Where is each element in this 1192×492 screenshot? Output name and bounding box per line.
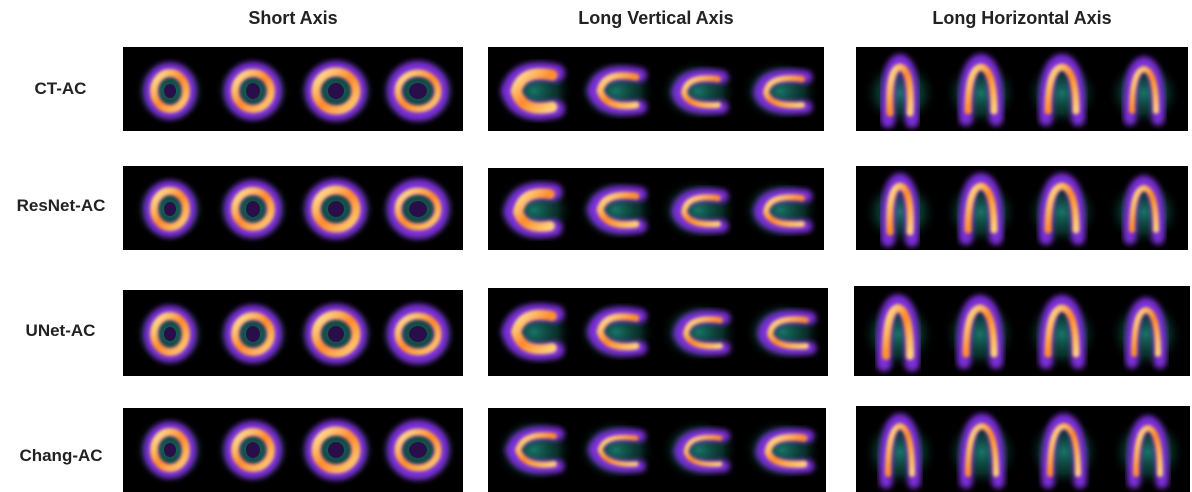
ring-slice bbox=[213, 57, 293, 125]
arch-slice bbox=[1024, 172, 1100, 246]
horseshoe-slice bbox=[743, 300, 823, 364]
horseshoe-slice bbox=[494, 57, 574, 125]
horseshoe-slice bbox=[740, 178, 820, 242]
ring-slice bbox=[132, 416, 208, 484]
ring-slice bbox=[294, 415, 378, 485]
ring-slice bbox=[132, 300, 208, 368]
row-label-resnet-ac: ResNet-AC bbox=[16, 196, 106, 215]
image-resnet-ac-long-horizontal-axis bbox=[856, 166, 1188, 250]
arch-slice bbox=[862, 413, 938, 489]
horseshoe-slice bbox=[658, 59, 738, 123]
arch-slice bbox=[1106, 56, 1182, 127]
image-unet-ac-short-axis bbox=[123, 290, 463, 376]
row-label-unet-ac: UNet-AC bbox=[25, 321, 96, 340]
ring-slice bbox=[213, 175, 293, 243]
horseshoe-slice bbox=[658, 178, 738, 242]
image-ct-ac-long-vertical-axis bbox=[488, 47, 824, 131]
horseshoe-slice bbox=[494, 176, 574, 244]
arch-slice bbox=[1024, 294, 1100, 370]
horseshoe-slice bbox=[740, 59, 820, 123]
arch-slice bbox=[943, 172, 1019, 246]
image-ct-ac-short-axis bbox=[123, 47, 463, 131]
horseshoe-slice bbox=[576, 418, 656, 482]
image-chang-ac-long-horizontal-axis bbox=[856, 406, 1190, 492]
row-label-chang-ac: Chang-AC bbox=[19, 446, 103, 465]
ring-slice bbox=[294, 174, 378, 244]
image-chang-ac-short-axis bbox=[123, 408, 463, 492]
arch-slice bbox=[862, 172, 938, 247]
header-long-horizontal-axis: Long Horizontal Axis bbox=[932, 8, 1112, 28]
ring-slice bbox=[294, 299, 378, 369]
image-resnet-ac-long-vertical-axis bbox=[488, 168, 824, 250]
horseshoe-slice bbox=[576, 59, 656, 123]
image-ct-ac-long-horizontal-axis bbox=[856, 47, 1188, 131]
horseshoe-slice bbox=[659, 300, 739, 364]
horseshoe-slice bbox=[742, 418, 822, 482]
ring-slice bbox=[132, 57, 208, 125]
arch-slice bbox=[943, 53, 1019, 127]
ring-slice bbox=[213, 300, 293, 368]
image-chang-ac-long-vertical-axis bbox=[488, 408, 826, 492]
ring-slice bbox=[376, 415, 460, 485]
horseshoe-slice bbox=[494, 298, 574, 366]
arch-slice bbox=[944, 413, 1020, 489]
ring-slice bbox=[213, 416, 293, 484]
arch-slice bbox=[1106, 175, 1182, 246]
image-resnet-ac-short-axis bbox=[123, 166, 463, 250]
row-label-ct-ac: CT-AC bbox=[34, 79, 87, 98]
ring-slice bbox=[376, 56, 460, 126]
arch-slice bbox=[862, 53, 938, 128]
header-long-vertical-axis: Long Vertical Axis bbox=[578, 8, 734, 28]
arch-slice bbox=[860, 294, 936, 372]
horseshoe-slice bbox=[494, 416, 574, 484]
horseshoe-slice bbox=[576, 178, 656, 242]
ring-slice bbox=[376, 174, 460, 244]
horseshoe-slice bbox=[576, 300, 656, 364]
header-short-axis: Short Axis bbox=[248, 8, 338, 28]
arch-slice bbox=[942, 294, 1018, 370]
ring-slice bbox=[376, 299, 460, 369]
arch-slice bbox=[1108, 297, 1184, 370]
arch-slice bbox=[1110, 415, 1186, 489]
arch-slice bbox=[1024, 53, 1100, 127]
image-unet-ac-long-horizontal-axis bbox=[854, 286, 1190, 376]
horseshoe-slice bbox=[659, 418, 739, 482]
ring-slice bbox=[132, 175, 208, 243]
image-unet-ac-long-vertical-axis bbox=[488, 288, 828, 376]
ring-slice bbox=[294, 56, 378, 126]
arch-slice bbox=[1026, 413, 1102, 489]
